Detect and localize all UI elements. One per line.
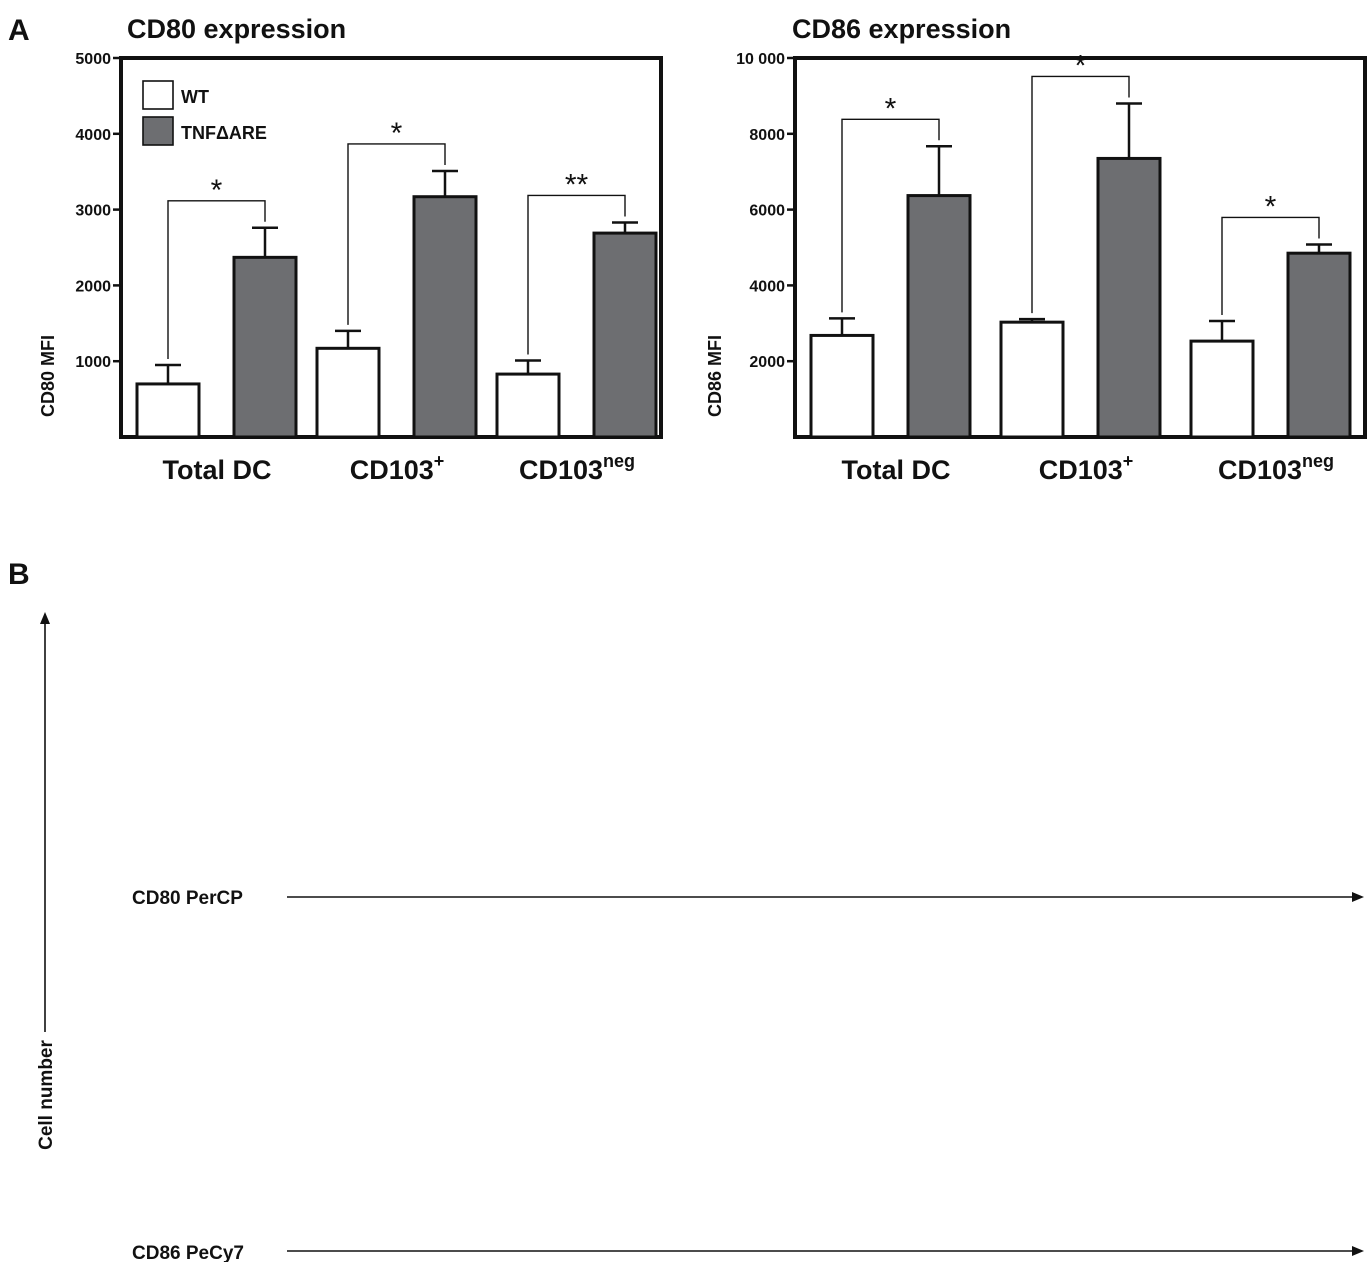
x-axis-label-text: CD86 PeCy7	[132, 1243, 244, 1262]
y-tick-label: 1000	[75, 354, 111, 371]
bar-chart-cd86: CD86 expression CD86 MFI 2000 4000 6000 800…	[705, 14, 1367, 485]
x-axis-label-cd80: CD80 PerCP	[132, 888, 1364, 909]
category-label-sup: neg	[603, 451, 635, 471]
significance-bracket	[1031, 75, 1130, 314]
significance-bracket	[527, 194, 626, 355]
significance-marker: *	[211, 174, 223, 207]
y-tick-label: 3000	[75, 203, 111, 220]
x-axis-label-text: CD80 PerCP	[132, 888, 243, 909]
significance-bracket	[1221, 216, 1320, 316]
significance-marker: *	[1265, 190, 1277, 223]
legend-swatch-tnf	[142, 116, 174, 146]
x-axis-label-cd86: CD86 PeCy7	[132, 1243, 1364, 1262]
bar-tnf	[1286, 251, 1352, 439]
category-label: CD103+	[350, 451, 445, 485]
bar-tnf	[906, 194, 972, 439]
y-tick-label: 8000	[749, 127, 785, 144]
category-label-main: CD103	[350, 455, 434, 485]
bar-chart-cd80: CD80 expression CD80 MFI 1000 2000 3000 400…	[38, 14, 663, 485]
y-tick-label: 5000	[75, 51, 111, 68]
y-tick-label: 10 000	[736, 51, 785, 68]
legend-swatch-wt	[142, 80, 174, 110]
category-label-sup: +	[1123, 451, 1134, 471]
category-label-main: Total DC	[163, 455, 272, 485]
bar-tnf	[592, 231, 658, 439]
panel-letter-b: B	[8, 558, 30, 591]
significance-bracket	[347, 143, 446, 325]
category-label-main: CD103	[519, 455, 603, 485]
plot-frame	[119, 56, 663, 439]
y-axis-label-text: Cell number	[36, 1040, 57, 1150]
y-tick-label: 2000	[749, 354, 785, 371]
legend-label-wt: WT	[181, 87, 209, 107]
y-axis-label: CD80 MFI	[38, 335, 58, 417]
bar-wt	[999, 320, 1065, 439]
category-label-main: CD103	[1218, 455, 1302, 485]
bar-wt	[315, 346, 381, 439]
significance-bracket	[841, 118, 940, 313]
y-tick-label: 4000	[749, 278, 785, 295]
category-label: Total DC	[842, 455, 951, 485]
y-tick-label: 6000	[749, 203, 785, 220]
significance-bracket	[167, 200, 266, 359]
y-axis-label-cell-number: Cell number	[36, 612, 57, 1150]
x-axis-arrow-head	[1352, 1246, 1364, 1256]
panel-letter-a: A	[8, 14, 30, 47]
significance-marker: *	[391, 117, 403, 150]
category-label-main: CD103	[1039, 455, 1123, 485]
chart-title: CD86 expression	[792, 14, 1011, 44]
legend-label-tnf: TNFΔARE	[181, 123, 267, 143]
category-label: CD103+	[1039, 451, 1134, 485]
category-label: CD103neg	[1218, 451, 1334, 485]
category-label-main: Total DC	[842, 455, 951, 485]
category-label-sup: +	[434, 451, 445, 471]
significance-marker: **	[565, 168, 589, 201]
category-label-sup: neg	[1302, 451, 1334, 471]
bar-wt	[809, 333, 875, 439]
x-axis-arrow-head	[1352, 892, 1364, 902]
category-label: CD103neg	[519, 451, 635, 485]
y-axis-arrow-head	[40, 612, 50, 624]
bar-tnf	[412, 195, 478, 439]
bar-wt	[1189, 339, 1255, 439]
y-tick-label: 2000	[75, 278, 111, 295]
significance-marker: *	[1075, 49, 1087, 82]
bar-tnf	[232, 255, 298, 439]
significance-marker: *	[885, 92, 897, 125]
plot-frame	[793, 56, 1367, 439]
category-label: Total DC	[163, 455, 272, 485]
y-axis-label: CD86 MFI	[705, 335, 725, 417]
bar-tnf	[1096, 156, 1162, 439]
chart-title: CD80 expression	[127, 14, 346, 44]
y-tick-label: 4000	[75, 127, 111, 144]
bar-wt	[495, 372, 561, 439]
bar-wt	[135, 382, 201, 439]
